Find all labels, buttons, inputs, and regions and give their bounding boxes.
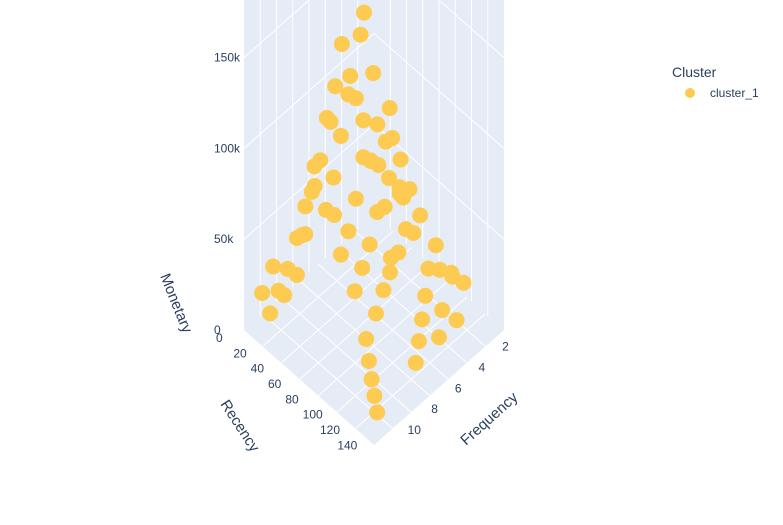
- monetary-tick-label: 50k: [214, 232, 234, 246]
- data-point: [363, 371, 380, 388]
- floor-gridline: [355, 231, 486, 347]
- data-point: [381, 100, 398, 117]
- frequency-tick-label: 10: [408, 423, 422, 437]
- data-point: [434, 302, 451, 319]
- z-axis-title: Monetary: [156, 271, 195, 336]
- frequency-tick-label: 6: [455, 381, 462, 395]
- floor-gridline: [299, 263, 431, 380]
- data-point: [382, 249, 399, 266]
- wall-gridline: [438, 0, 505, 59]
- data-point: [262, 305, 279, 322]
- data-point: [355, 112, 372, 129]
- data-point: [306, 158, 323, 175]
- recency-tick-label: 60: [268, 377, 282, 391]
- legend[interactable]: Cluster cluster_1: [672, 64, 759, 100]
- wall-gridline: [243, 0, 310, 59]
- data-point: [276, 287, 293, 304]
- data-point: [414, 311, 431, 328]
- data-point: [327, 78, 344, 95]
- monetary-tick-label: 100k: [214, 141, 241, 155]
- data-point: [448, 312, 465, 329]
- data-point: [395, 189, 412, 206]
- data-point: [332, 127, 349, 144]
- data-point: [333, 35, 350, 52]
- data-point: [342, 67, 359, 84]
- data-point: [355, 4, 372, 21]
- data-point: [352, 26, 369, 43]
- data-point: [370, 156, 387, 173]
- data-point: [360, 352, 377, 369]
- floor-gridline: [317, 263, 449, 380]
- data-point: [427, 237, 444, 254]
- data-point: [326, 206, 343, 223]
- data-point: [265, 258, 282, 275]
- data-point: [347, 190, 364, 207]
- floor-gridline: [280, 296, 412, 413]
- recency-tick-label: 40: [251, 362, 265, 376]
- data-point: [369, 204, 386, 221]
- frequency-tick-label: 2: [502, 339, 509, 353]
- data-point: [455, 274, 472, 291]
- y-axis-title: Recency: [217, 397, 263, 456]
- data-point: [380, 169, 397, 186]
- data-point: [431, 329, 447, 346]
- monetary-tick-label: 0: [214, 323, 221, 337]
- data-point: [366, 387, 383, 404]
- data-point: [354, 259, 371, 276]
- data-point: [358, 330, 375, 347]
- data-point: [375, 282, 392, 299]
- data-point: [369, 116, 386, 133]
- frequency-tick-label: 8: [431, 402, 438, 416]
- recency-tick-label: 0: [216, 331, 223, 345]
- data-point: [254, 284, 271, 301]
- data-point: [381, 264, 398, 281]
- data-point: [405, 225, 422, 242]
- data-point: [377, 133, 394, 150]
- monetary-tick-label: 150k: [214, 51, 241, 65]
- data-point: [392, 151, 409, 168]
- recency-tick-label: 100: [303, 408, 323, 422]
- data-point: [365, 65, 382, 82]
- data-point: [332, 246, 349, 263]
- recency-tick-label: 80: [285, 392, 299, 406]
- wall-gridline: [373, 33, 505, 149]
- data-point: [407, 354, 424, 371]
- data-points: [254, 4, 472, 421]
- data-point: [410, 333, 427, 350]
- x-axis-title: Frequency: [457, 389, 521, 449]
- data-point: [369, 404, 386, 421]
- data-point: [361, 236, 378, 253]
- data-point: [297, 198, 314, 215]
- recency-tick-label: 120: [320, 423, 340, 437]
- frequency-tick-label: 4: [479, 360, 486, 374]
- data-point: [340, 223, 357, 240]
- data-point: [417, 287, 434, 304]
- legend-marker[interactable]: [685, 88, 695, 98]
- data-point: [303, 183, 320, 200]
- recency-tick-label: 140: [337, 438, 357, 452]
- data-point: [412, 207, 429, 224]
- wall-gridline: [243, 33, 375, 149]
- data-point: [325, 169, 342, 186]
- data-point: [322, 113, 339, 130]
- data-point: [347, 90, 364, 107]
- legend-item-label[interactable]: cluster_1: [710, 86, 759, 100]
- legend-title: Cluster: [672, 64, 717, 80]
- recency-tick-label: 20: [233, 346, 247, 360]
- data-point: [288, 266, 305, 283]
- data-point: [367, 305, 384, 322]
- data-point: [346, 283, 363, 300]
- data-point: [288, 230, 305, 247]
